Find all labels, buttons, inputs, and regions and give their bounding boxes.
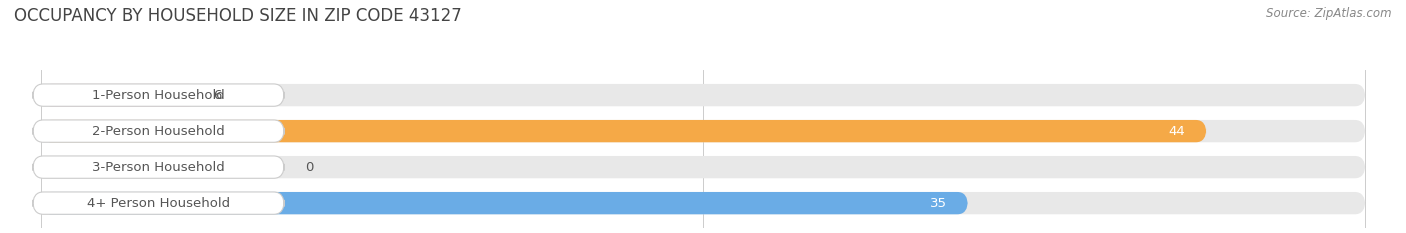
FancyBboxPatch shape xyxy=(32,156,284,178)
Text: Source: ZipAtlas.com: Source: ZipAtlas.com xyxy=(1267,7,1392,20)
Text: 1-Person Household: 1-Person Household xyxy=(93,89,225,102)
Text: 2-Person Household: 2-Person Household xyxy=(93,125,225,138)
FancyBboxPatch shape xyxy=(41,156,1365,178)
FancyBboxPatch shape xyxy=(41,192,1365,214)
FancyBboxPatch shape xyxy=(41,192,967,214)
FancyBboxPatch shape xyxy=(32,84,284,106)
FancyBboxPatch shape xyxy=(32,120,284,142)
FancyBboxPatch shape xyxy=(41,120,1206,142)
Text: 4+ Person Household: 4+ Person Household xyxy=(87,197,231,210)
FancyBboxPatch shape xyxy=(41,120,1365,142)
Text: OCCUPANCY BY HOUSEHOLD SIZE IN ZIP CODE 43127: OCCUPANCY BY HOUSEHOLD SIZE IN ZIP CODE … xyxy=(14,7,461,25)
FancyBboxPatch shape xyxy=(41,84,1365,106)
FancyBboxPatch shape xyxy=(32,192,284,214)
Text: 6: 6 xyxy=(212,89,221,102)
Text: 0: 0 xyxy=(305,161,314,174)
Text: 35: 35 xyxy=(929,197,946,210)
Text: 3-Person Household: 3-Person Household xyxy=(93,161,225,174)
Text: 44: 44 xyxy=(1168,125,1185,138)
FancyBboxPatch shape xyxy=(41,84,200,106)
